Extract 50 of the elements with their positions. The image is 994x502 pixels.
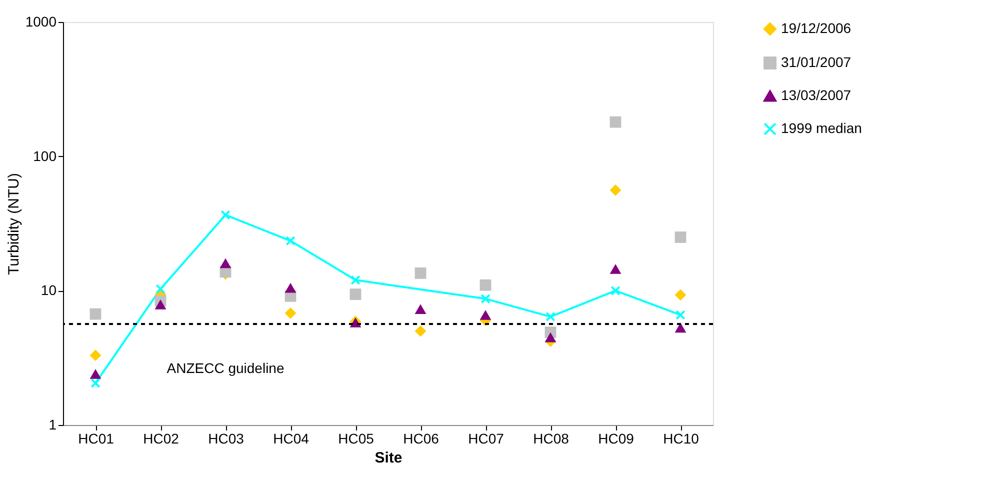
point — [480, 279, 492, 291]
y-tick-label: 10 — [40, 282, 57, 298]
y-tick-label: 1000 — [25, 14, 57, 30]
x-axis-title: Site — [374, 450, 402, 466]
y-axis-title: Turbidity (NTU) — [5, 173, 22, 275]
point — [90, 350, 102, 362]
point — [284, 282, 296, 293]
x-tick-label: HC08 — [533, 430, 570, 446]
y-tick-label: 1 — [48, 416, 57, 432]
x-tick-label: HC09 — [598, 430, 634, 446]
point — [414, 304, 426, 314]
point — [350, 288, 362, 300]
x-tick-label: HC10 — [663, 430, 700, 446]
point — [414, 325, 426, 337]
point — [610, 286, 620, 296]
point — [676, 310, 686, 320]
legend-label: 13/03/2007 — [781, 87, 852, 103]
point — [220, 210, 230, 220]
point — [674, 232, 686, 243]
point — [414, 267, 426, 279]
point — [610, 184, 622, 196]
point — [90, 378, 100, 388]
legend-label: 31/01/2007 — [781, 54, 852, 70]
x-tick-label: HC03 — [208, 430, 244, 446]
x-tick-label: HC06 — [403, 430, 440, 446]
x-tick-label: HC05 — [338, 430, 374, 446]
point — [154, 299, 166, 310]
x-tick-label: HC04 — [273, 430, 310, 446]
point — [610, 264, 622, 274]
point — [480, 310, 492, 320]
x-tick-label: HC02 — [143, 430, 180, 446]
point — [284, 307, 296, 319]
legend-label: 19/12/2006 — [781, 20, 852, 36]
point — [286, 236, 296, 246]
point — [90, 308, 102, 320]
point — [674, 322, 686, 333]
point — [546, 312, 556, 322]
point — [480, 294, 490, 304]
point — [350, 275, 360, 285]
point — [90, 368, 102, 379]
point — [156, 284, 166, 294]
x-tick-label: HC07 — [468, 430, 504, 446]
x-tick-label: HC01 — [78, 430, 114, 446]
point — [674, 289, 686, 301]
ref-line-label: ANZECC guideline — [166, 360, 284, 376]
point — [220, 258, 232, 268]
point — [610, 116, 622, 128]
legend-label: 1999 median — [781, 120, 862, 136]
y-tick-label: 100 — [33, 148, 57, 164]
point — [544, 332, 556, 342]
